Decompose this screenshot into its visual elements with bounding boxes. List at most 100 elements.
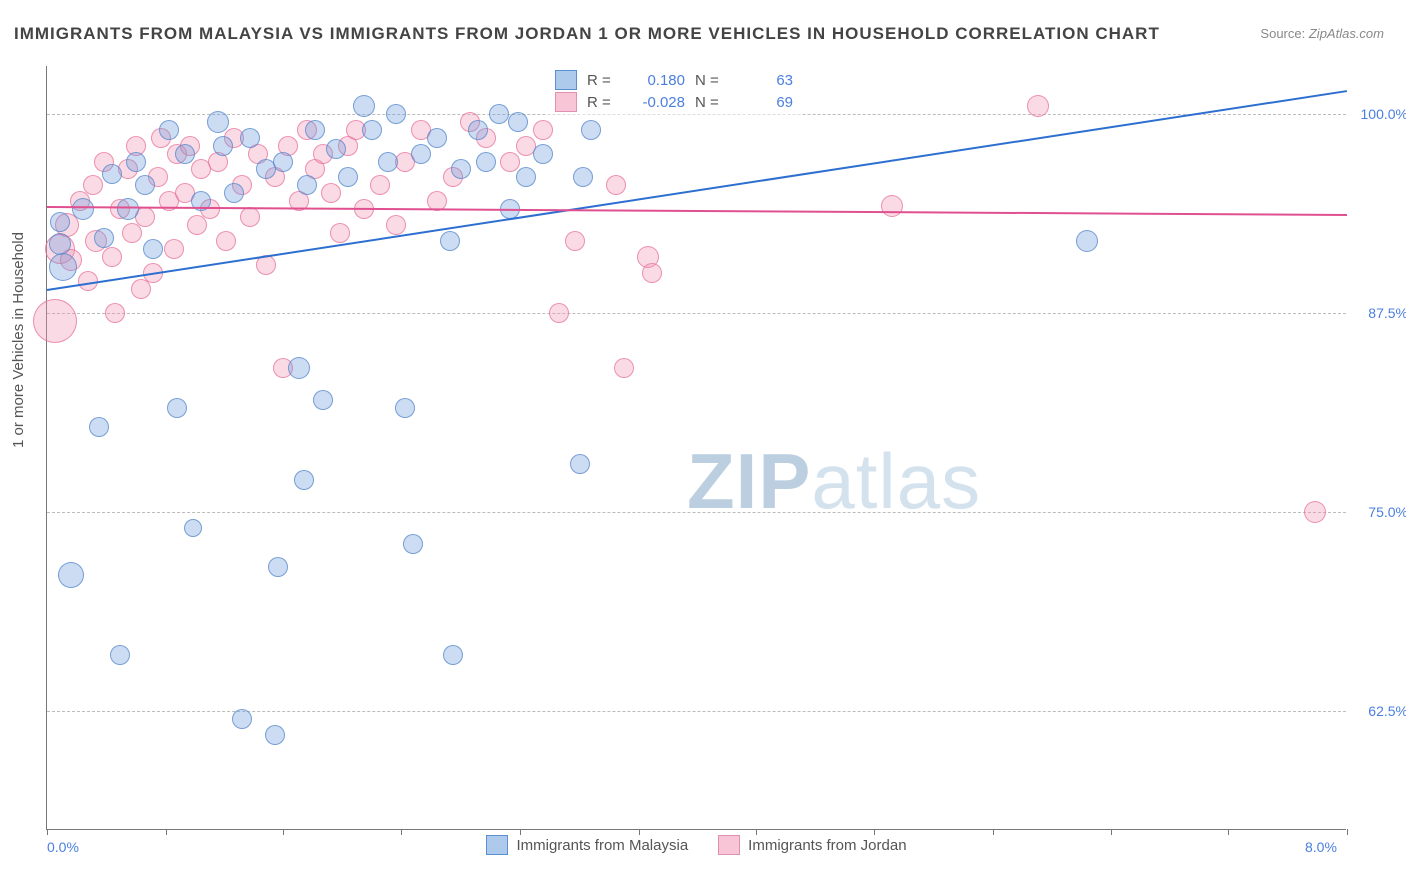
data-point [102, 164, 122, 184]
grid-line [47, 512, 1346, 513]
data-point [135, 175, 155, 195]
n-value-pink: 69 [739, 94, 793, 111]
data-point [386, 215, 406, 235]
data-point [353, 95, 375, 117]
data-point [468, 120, 488, 140]
data-point [326, 139, 346, 159]
x-tick [756, 829, 757, 835]
data-point [268, 557, 288, 577]
data-point [102, 247, 122, 267]
x-tick [639, 829, 640, 835]
data-point [143, 239, 163, 259]
data-point [395, 398, 415, 418]
data-point [533, 144, 553, 164]
data-point [89, 417, 109, 437]
data-point [240, 128, 260, 148]
data-point [164, 239, 184, 259]
data-point [330, 223, 350, 243]
data-point [476, 152, 496, 172]
data-point [570, 454, 590, 474]
data-point [265, 725, 285, 745]
data-point [1076, 230, 1098, 252]
data-point [1027, 95, 1049, 117]
legend-row-pink: R = -0.028 N = 69 [555, 92, 793, 112]
data-point [362, 120, 382, 140]
n-label: N = [695, 94, 729, 111]
y-tick-label: 87.5% [1368, 305, 1406, 321]
data-point [117, 198, 139, 220]
data-point [451, 159, 471, 179]
data-point [50, 212, 70, 232]
data-point [213, 136, 233, 156]
y-tick-label: 100.0% [1361, 106, 1406, 122]
data-point [489, 104, 509, 124]
swatch-pink [718, 835, 740, 855]
data-point [72, 198, 94, 220]
data-point [565, 231, 585, 251]
chart-title: IMMIGRANTS FROM MALAYSIA VS IMMIGRANTS F… [14, 24, 1160, 44]
data-point [1304, 501, 1326, 523]
r-label: R = [587, 94, 621, 111]
scatter-plot: ZIPatlas R = 0.180 N = 63 R = -0.028 N =… [46, 66, 1346, 830]
data-point [549, 303, 569, 323]
x-tick-label: 0.0% [47, 839, 79, 855]
data-point [313, 390, 333, 410]
x-tick [283, 829, 284, 835]
data-point [606, 175, 626, 195]
swatch-pink [555, 92, 577, 112]
data-point [614, 358, 634, 378]
data-point [500, 152, 520, 172]
data-point [294, 470, 314, 490]
x-tick [1347, 829, 1348, 835]
data-point [207, 111, 229, 133]
data-point [240, 207, 260, 227]
data-point [321, 183, 341, 203]
data-point [427, 128, 447, 148]
data-point [411, 144, 431, 164]
data-point [105, 303, 125, 323]
data-point [508, 112, 528, 132]
x-tick [520, 829, 521, 835]
data-point [297, 175, 317, 195]
watermark: ZIPatlas [687, 436, 981, 527]
x-tick [993, 829, 994, 835]
data-point [573, 167, 593, 187]
legend-series: Immigrants from Malaysia Immigrants from… [47, 835, 1346, 855]
data-point [175, 144, 195, 164]
data-point [273, 152, 293, 172]
legend-row-blue: R = 0.180 N = 63 [555, 70, 793, 90]
x-tick [401, 829, 402, 835]
data-point [443, 645, 463, 665]
data-point [184, 519, 202, 537]
source-label: Source: [1260, 26, 1305, 41]
data-point [159, 120, 179, 140]
legend-item-pink: Immigrants from Jordan [718, 835, 906, 855]
x-tick [1228, 829, 1229, 835]
x-tick [47, 829, 48, 835]
legend-label-pink: Immigrants from Jordan [748, 837, 906, 854]
data-point [122, 223, 142, 243]
x-tick [874, 829, 875, 835]
data-point [94, 228, 114, 248]
x-tick [1111, 829, 1112, 835]
y-tick-label: 62.5% [1368, 703, 1406, 719]
data-point [642, 263, 662, 283]
y-axis-label: 1 or more Vehicles in Household [10, 232, 27, 448]
data-point [224, 183, 244, 203]
data-point [440, 231, 460, 251]
swatch-blue [555, 70, 577, 90]
x-tick-label: 8.0% [1305, 839, 1337, 855]
data-point [581, 120, 601, 140]
data-point [126, 152, 146, 172]
data-point [881, 195, 903, 217]
data-point [216, 231, 236, 251]
x-tick [166, 829, 167, 835]
data-point [288, 357, 310, 379]
legend-item-blue: Immigrants from Malaysia [486, 835, 688, 855]
legend-correlation: R = 0.180 N = 63 R = -0.028 N = 69 [547, 64, 801, 118]
r-label: R = [587, 72, 621, 89]
r-value-pink: -0.028 [631, 94, 685, 111]
data-point [533, 120, 553, 140]
data-point [516, 167, 536, 187]
data-point [187, 215, 207, 235]
